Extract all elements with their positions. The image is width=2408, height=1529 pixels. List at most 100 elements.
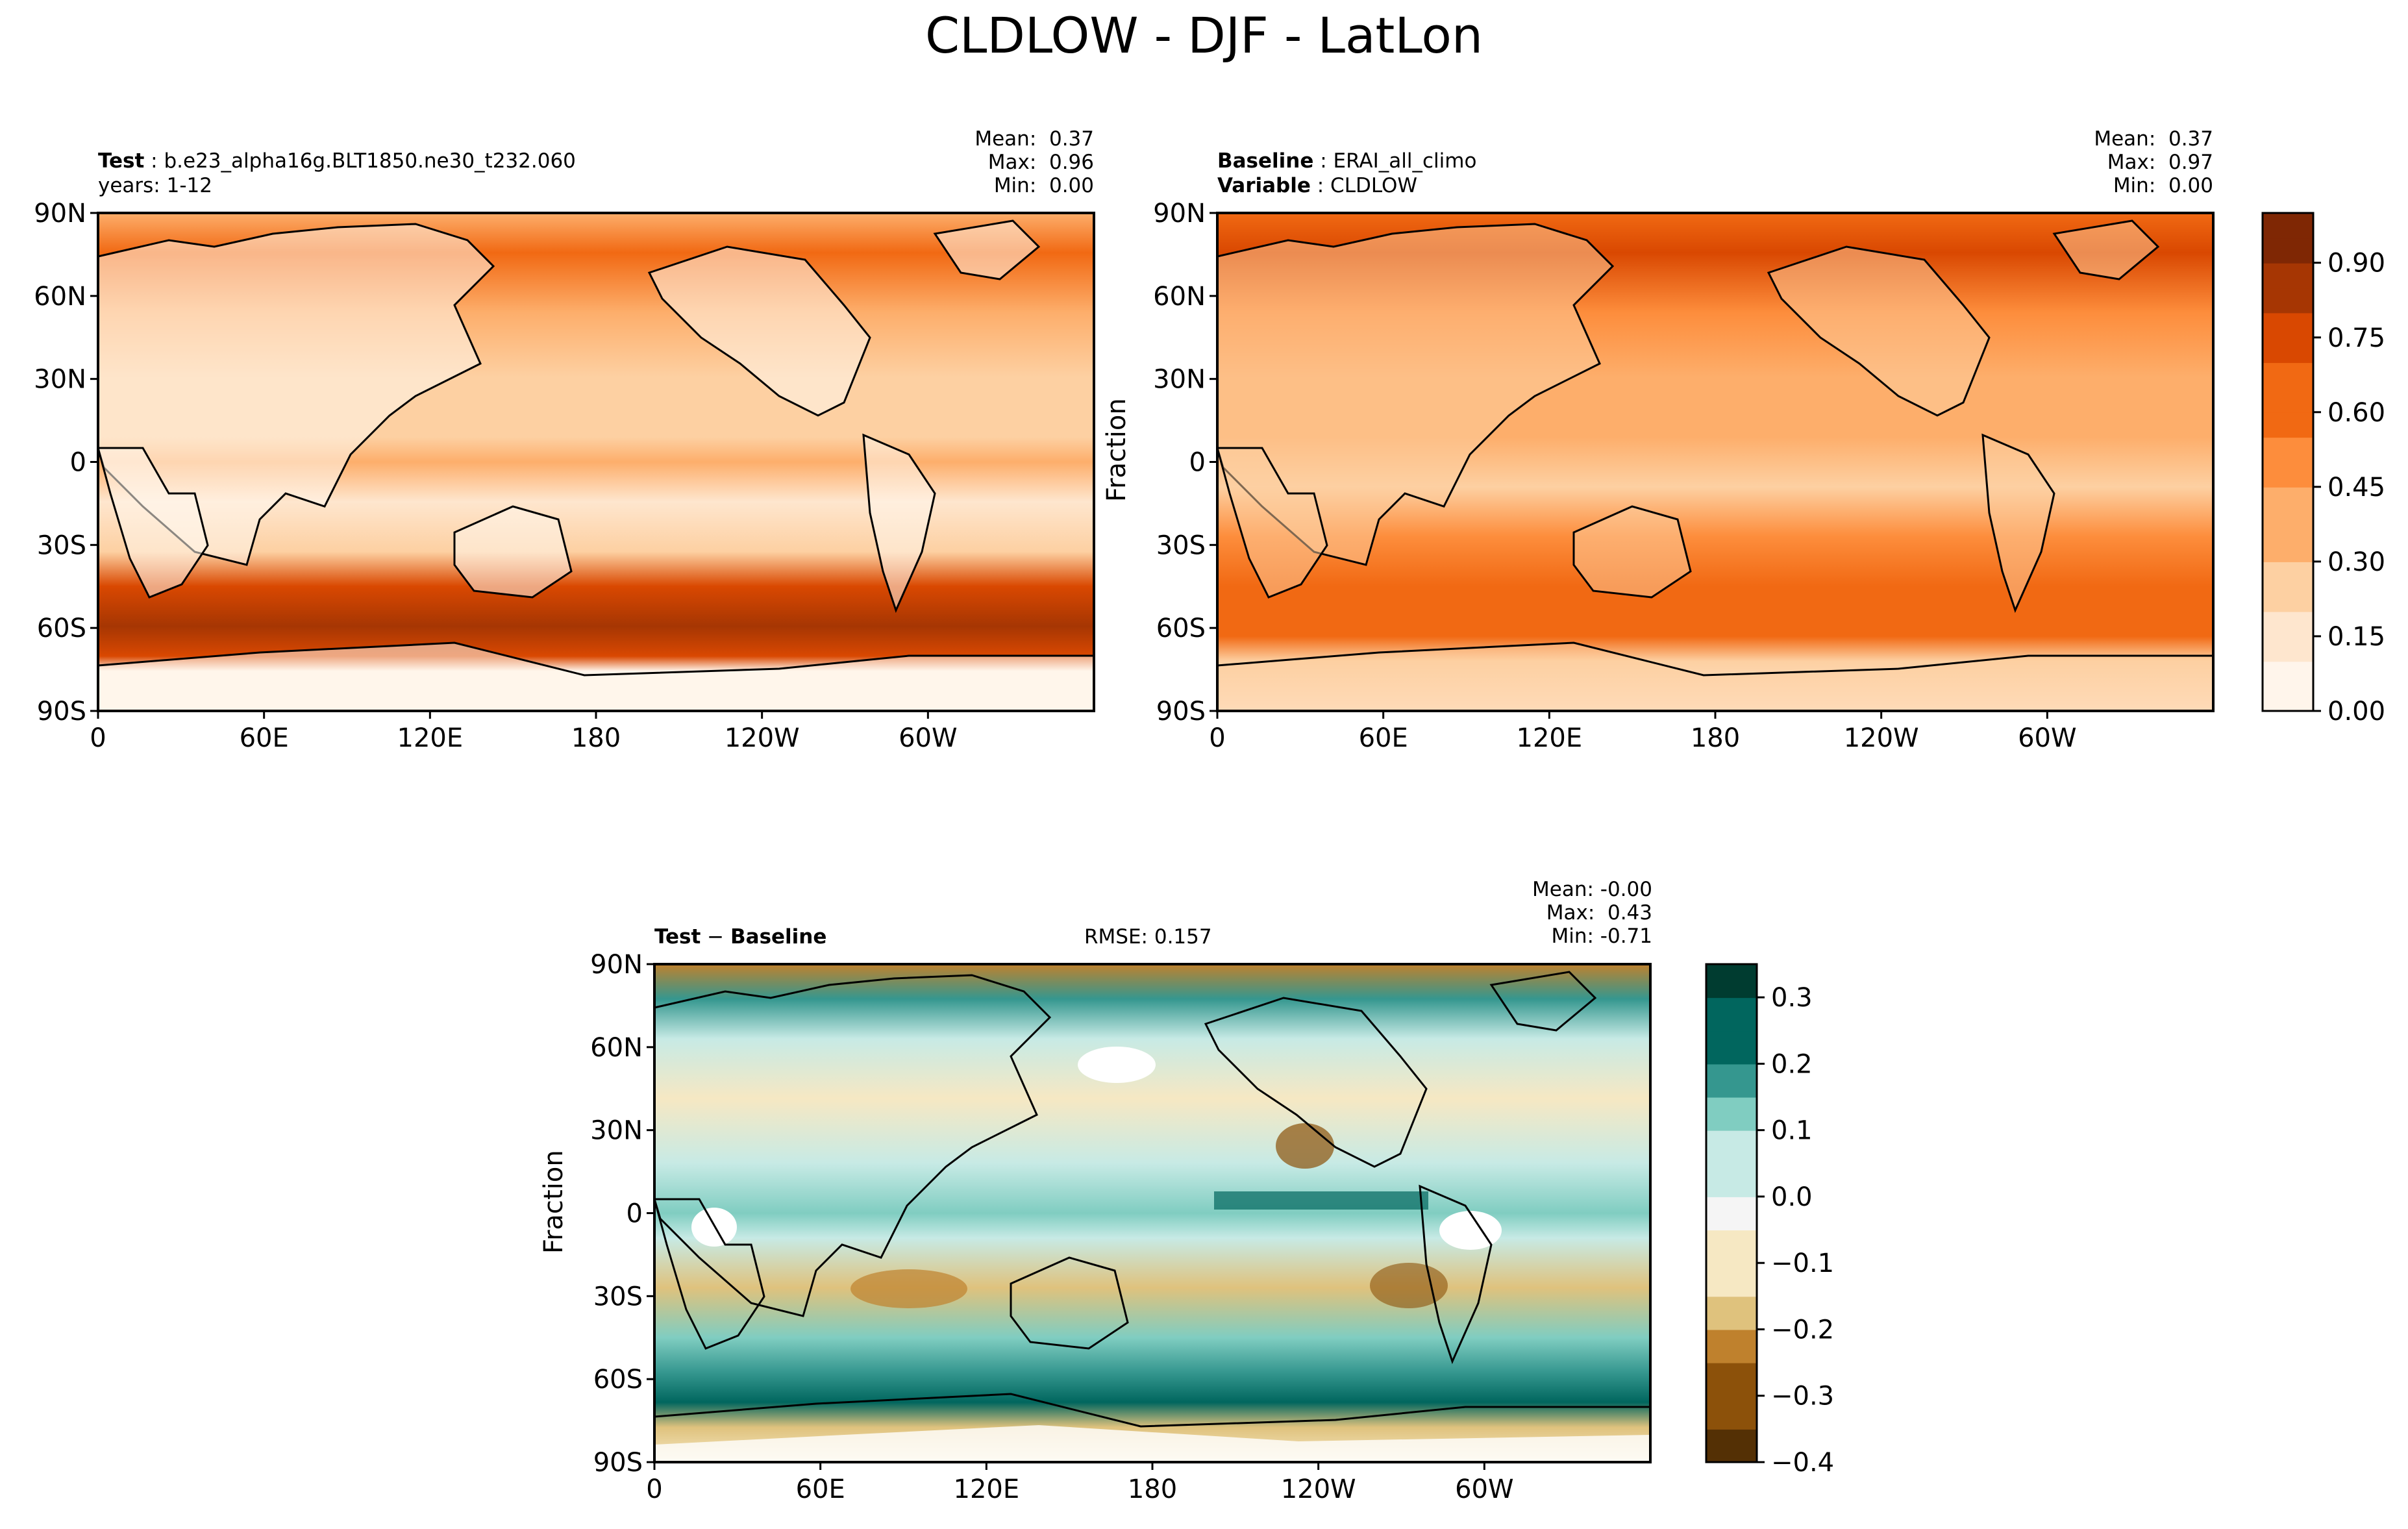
colorbar-oranges-tick-label: 0.60: [2327, 398, 2385, 428]
diff-xtick-label: 120W: [1281, 1474, 1356, 1504]
test-ytick-label: 30N: [34, 365, 86, 395]
colorbar-oranges-band: [2263, 262, 2313, 289]
colorbar-oranges-tick-label: 0.45: [2327, 473, 2385, 503]
colorbar-brbg-band: [1706, 1196, 1757, 1231]
colorbar-oranges-ticks: 0.00 0.15 0.30 0.45 0.60 0.75 0.90: [2313, 249, 2385, 727]
baseline-north-america: [1767, 245, 1991, 417]
test-ytick-label: 90S: [37, 697, 86, 727]
colorbar-oranges-band: [2263, 238, 2313, 264]
colorbar-oranges-band: [2263, 412, 2313, 438]
colorbar-brbg-band: [1706, 1329, 1757, 1363]
colorbar-brbg-band: [1706, 1362, 1757, 1397]
test-greenland: [933, 219, 1041, 280]
baseline-africa: [1216, 447, 1328, 599]
colorbar-brbg-band: [1706, 964, 1757, 999]
colorbar-oranges-band: [2263, 686, 2313, 712]
colorbar-oranges-band: [2263, 486, 2313, 513]
baseline-stat-mean: Mean: 0.37: [2094, 127, 2213, 151]
diff-stat-mean: Mean: -0.00: [1532, 878, 1652, 901]
baseline-xtick-label: 120W: [1844, 723, 1919, 753]
diff-ytick-label: 30N: [590, 1116, 643, 1146]
baseline-ytick-label: 30N: [1153, 365, 1206, 395]
colorbar-brbg-band: [1706, 997, 1757, 1032]
colorbar-brbg-bands: [1706, 964, 1757, 1463]
colorbar-brbg-tick-label: 0.3: [1771, 983, 1813, 1013]
baseline-xtick-label: 60E: [1359, 723, 1408, 753]
diff-dry-patch-indian-ocean: [850, 1269, 967, 1308]
baseline-stat-min: Min: 0.00: [2113, 174, 2213, 197]
diff-features: [654, 1047, 1650, 1462]
colorbar-oranges-band: [2263, 362, 2313, 388]
diff-stat-min: Min: -0.71: [1551, 925, 1652, 948]
diff-stat-max: Max: 0.43: [1546, 901, 1652, 925]
colorbar-oranges-band: [2263, 561, 2313, 588]
colorbar-brbg-band: [1706, 1296, 1757, 1330]
baseline-stats: Mean: 0.37 Max: 0.97 Min: 0.00: [1963, 127, 2213, 197]
colorbar-oranges-band: [2263, 312, 2313, 338]
colorbar-oranges-frame: [2261, 212, 2315, 712]
diff-ytick-label: 0: [627, 1199, 643, 1229]
baseline-ytick-label: 30S: [1156, 530, 1206, 560]
baseline-label: Baseline : ERAI_all_climo: [1217, 149, 1477, 173]
colorbar-oranges-band: [2263, 611, 2313, 637]
diff-greenland: [1489, 971, 1597, 1032]
test-xtick-label: 120E: [397, 723, 464, 753]
colorbar-brbg-tick-label: 0.2: [1771, 1049, 1813, 1079]
colorbar-brbg-band: [1706, 1395, 1757, 1430]
diff-label: Test − Baseline: [654, 925, 826, 949]
test-ytick-label: 0: [70, 448, 86, 478]
diff-antarctica: [654, 1393, 1650, 1428]
test-xtick-label: 120W: [725, 723, 800, 753]
test-stat-min: Min: 0.00: [993, 174, 1094, 197]
test-axis-ticks: 0 60E 120E 180 120W 60W 90N 60N 30N 0 30S 60S 90S: [34, 199, 957, 753]
colorbar-oranges-bands: [2263, 213, 2313, 712]
colorbar-brbg-frame: [1705, 963, 1758, 1463]
baseline-xtick-label: 60W: [2018, 723, 2076, 753]
baseline-variable-text: CLDLOW: [1330, 174, 1418, 197]
baseline-xtick-label: 120E: [1517, 723, 1583, 753]
diff-ytick-label: 60N: [590, 1033, 643, 1063]
test-north-america: [647, 245, 871, 417]
colorbar-oranges-band: [2263, 337, 2313, 364]
diff-ytick-label: 60S: [593, 1365, 643, 1395]
baseline-ytick-label: 90S: [1156, 697, 1206, 727]
baseline-ytick-label: 90N: [1153, 199, 1206, 229]
diff-label-bold2: Baseline: [730, 925, 827, 949]
test-label-text: b.e23_alpha16g.BLT1850.ne30_t232.060: [164, 149, 576, 173]
diff-white-patch-nw-pacific: [1078, 1047, 1156, 1083]
baseline-xtick-label: 180: [1691, 723, 1740, 753]
baseline-label-bold: Baseline: [1217, 149, 1314, 173]
diff-label-bold: Test: [654, 925, 701, 949]
baseline-label-text: ERAI_all_climo: [1333, 149, 1477, 173]
colorbar-brbg-band: [1706, 1063, 1757, 1098]
colorbar-brbg-band: [1706, 1163, 1757, 1197]
diff-rmse: RMSE: 0.157: [1084, 925, 1212, 949]
colorbar-brbg-band: [1706, 1097, 1757, 1131]
baseline-axis-ticks: 0 60E 120E 180 120W 60W 90N 60N 30N 0 30S 60S 90S: [1153, 199, 2076, 753]
test-xtick-label: 60E: [240, 723, 289, 753]
test-south-america: [862, 433, 936, 614]
test-ytick-label: 60N: [34, 282, 86, 312]
baseline-ytick-label: 0: [1189, 448, 1206, 478]
colorbar-oranges-band: [2263, 387, 2313, 413]
diff-moist-band-equatorial-pacific: [1214, 1191, 1428, 1210]
colorbar-brbg-band: [1706, 1263, 1757, 1297]
colorbar-brbg-band: [1706, 1230, 1757, 1264]
baseline-xtick-label: 0: [1209, 723, 1225, 753]
baseline-variable-bold: Variable: [1217, 174, 1311, 197]
baseline-coastlines: [1216, 219, 2215, 712]
test-africa: [97, 447, 209, 599]
colorbar-brbg-tick-label: −0.1: [1771, 1249, 1834, 1278]
colorbar-brbg-band: [1706, 1130, 1757, 1164]
colorbar-oranges-tick-label: 0.15: [2327, 622, 2385, 652]
colorbar-oranges-tick-label: 0.00: [2327, 697, 2385, 727]
diff-white-patch-amazon: [1439, 1211, 1502, 1250]
colorbar-oranges-band: [2263, 512, 2313, 538]
test-xtick-label: 180: [571, 723, 621, 753]
colorbar-oranges-band: [2263, 661, 2313, 687]
colorbar-brbg-tick-label: −0.2: [1771, 1315, 1834, 1345]
diff-axis-ticks: 0 60E 120E 180 120W 60W 90N 60N 30N 0 30S 60S 90S: [590, 950, 1513, 1504]
diff-africa: [653, 1198, 765, 1350]
